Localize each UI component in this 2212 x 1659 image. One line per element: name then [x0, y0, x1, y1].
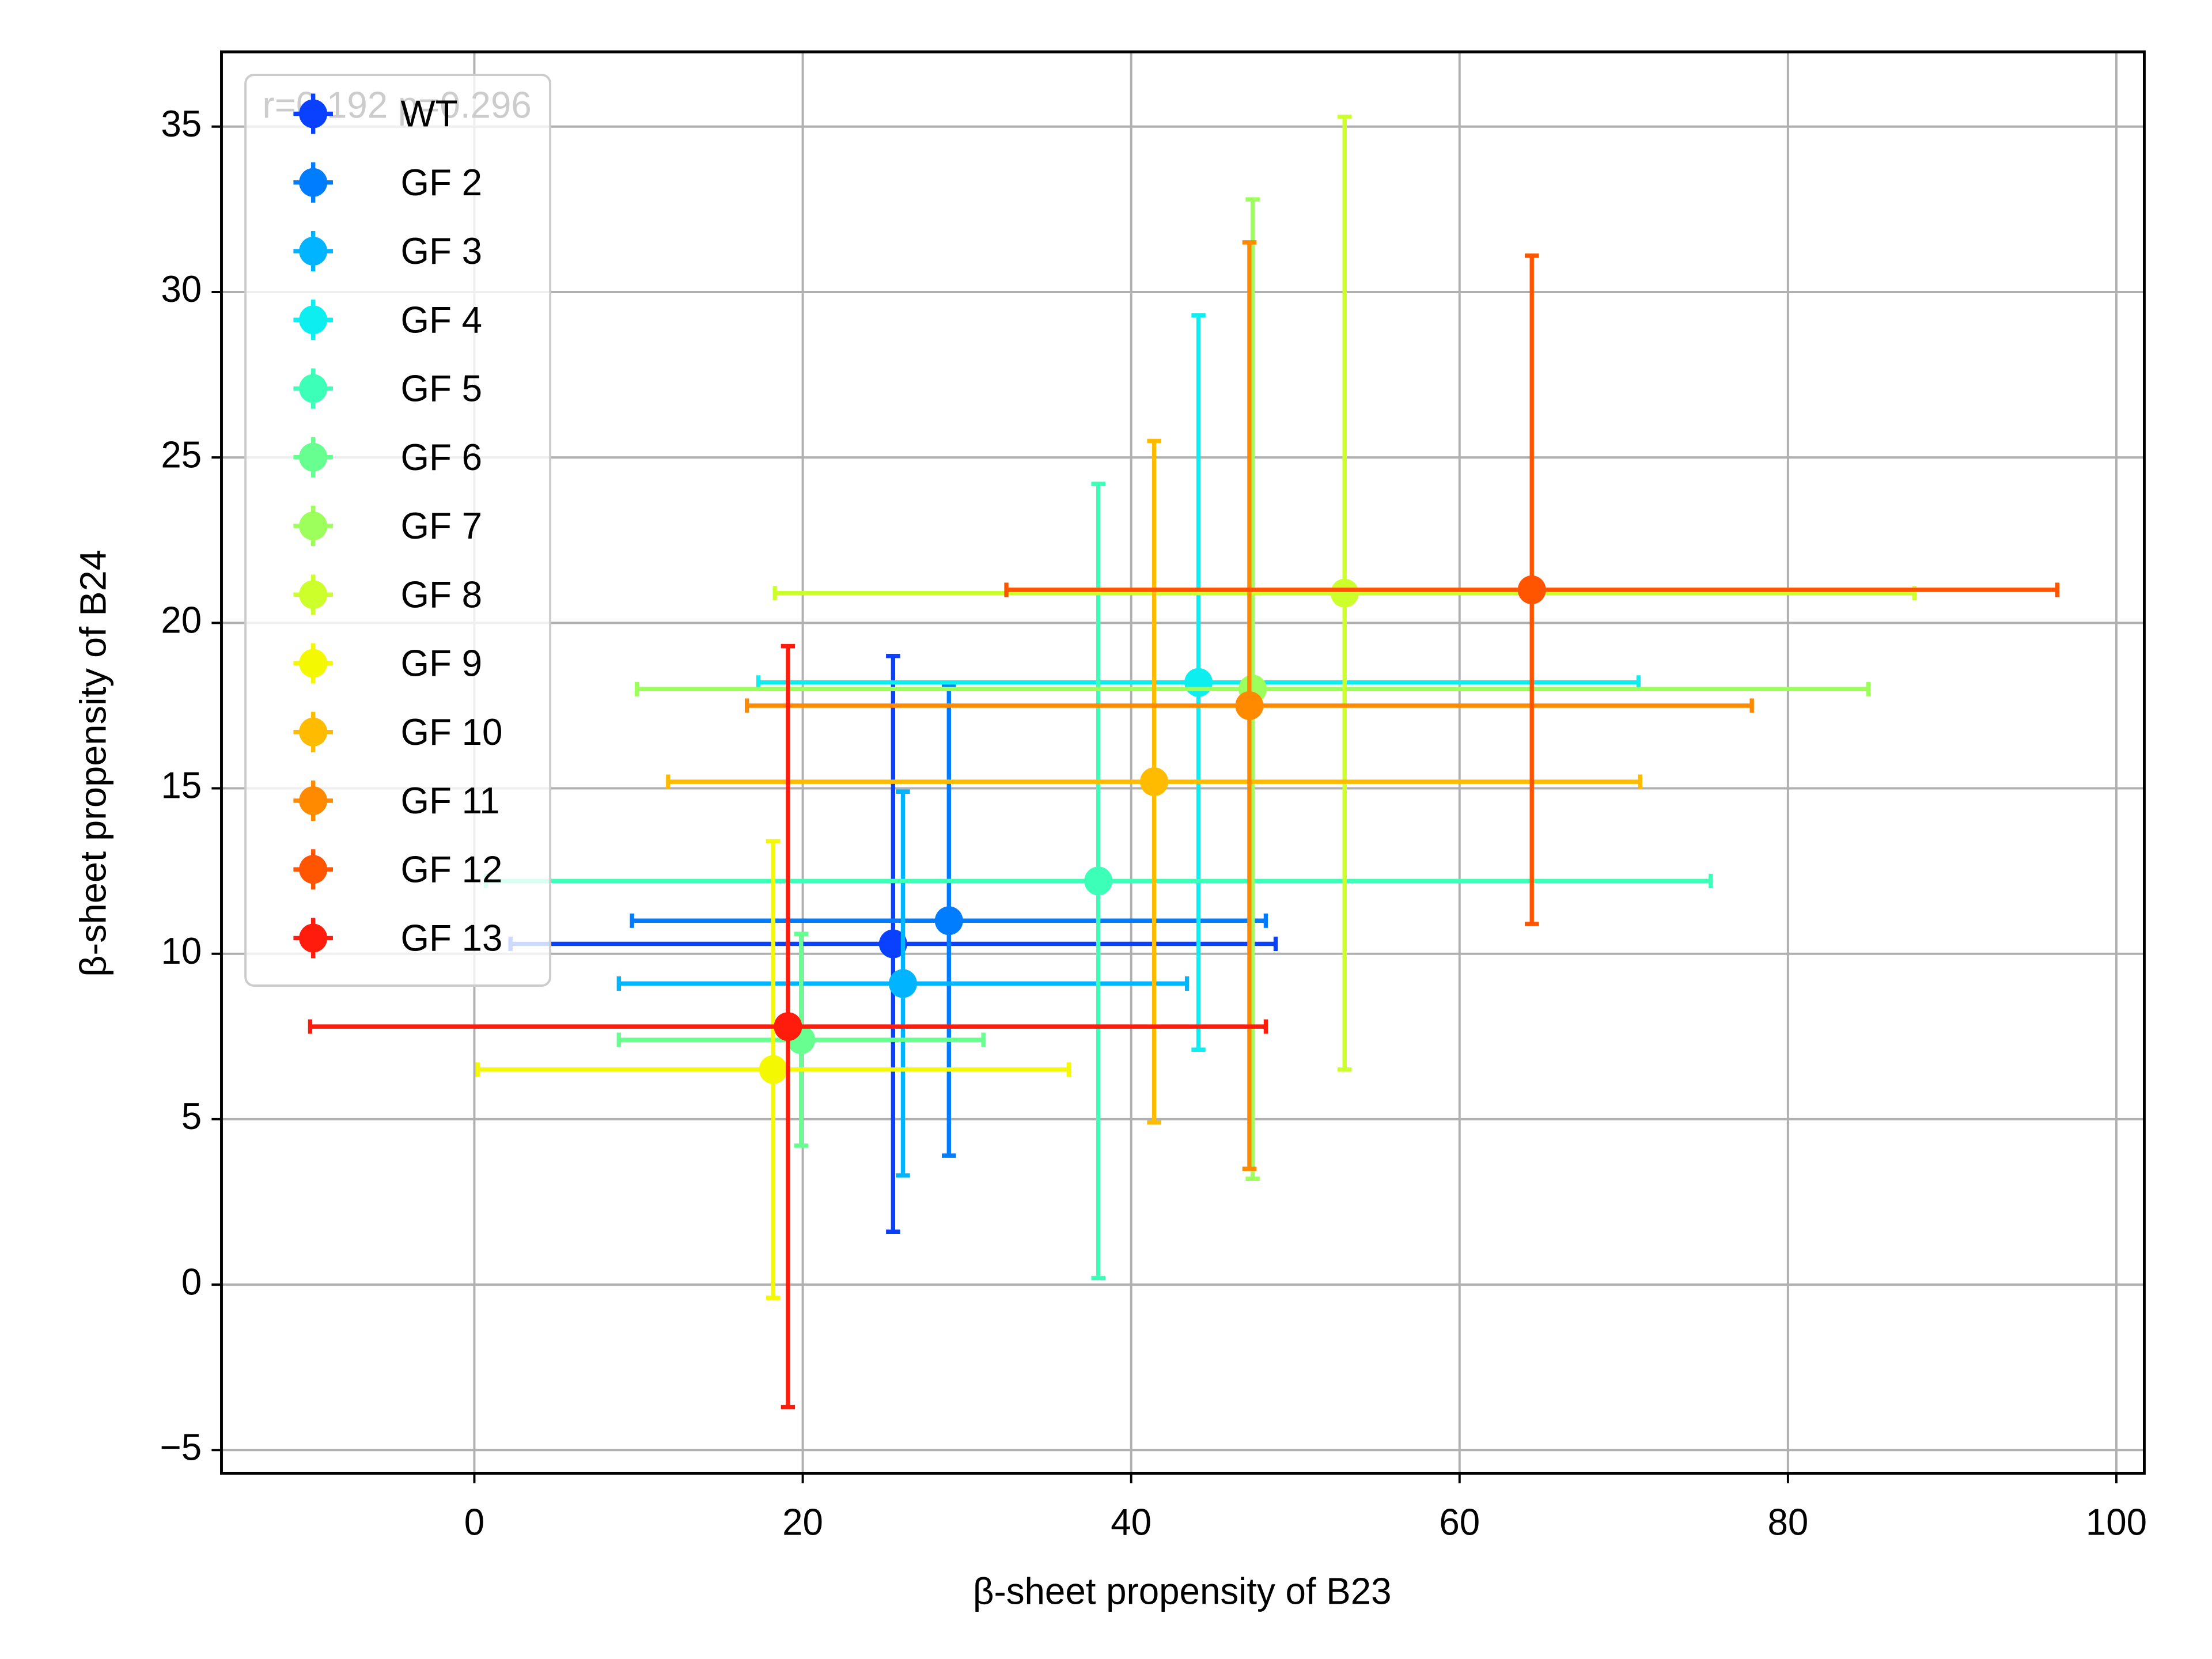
y-tick-label: 30 [161, 268, 202, 310]
point [1140, 767, 1169, 797]
legend-swatch [299, 649, 328, 678]
series [1004, 253, 2060, 926]
legend-swatch [299, 442, 328, 472]
legend-label: GF 5 [401, 368, 483, 410]
point [878, 929, 907, 959]
legend-label: GF 9 [401, 642, 483, 684]
point [1184, 668, 1213, 697]
x-tick-label: 40 [1111, 1501, 1152, 1543]
series [772, 114, 1917, 1072]
plot [308, 114, 2060, 1410]
x-tick-label: 80 [1767, 1501, 1808, 1543]
legend-label: GF 7 [401, 505, 483, 547]
y-tick-label: 15 [161, 764, 202, 806]
legend: WT GF 2 GF 3 GF 4 GF 5 GF 6 GF 7 GF 8 GF 9 GF 10 G… [244, 74, 552, 987]
point [759, 1055, 787, 1084]
point [1235, 691, 1264, 720]
series [744, 240, 1754, 1171]
point [1084, 866, 1113, 896]
legend-swatch [299, 374, 328, 403]
grid [221, 52, 2145, 1474]
y-tick-label: 20 [161, 599, 202, 641]
point [888, 969, 917, 998]
legend-label: GF 3 [401, 230, 483, 272]
legend-swatch [299, 305, 328, 335]
x-tick-label: 100 [2086, 1501, 2147, 1543]
y-tick-label: 0 [181, 1261, 202, 1303]
point [934, 906, 963, 935]
y-tick-label: −5 [160, 1426, 202, 1468]
legend-label: GF 6 [401, 436, 483, 478]
legend-label: GF 4 [401, 299, 483, 341]
legend-swatch [299, 168, 328, 197]
legend-swatch [299, 923, 328, 953]
legend-swatch [299, 580, 328, 609]
legend-swatch [299, 717, 328, 747]
legend-swatch [299, 99, 328, 128]
legend-label: GF 12 [401, 849, 503, 891]
legend-swatch [299, 512, 328, 540]
y-tick-label: 35 [161, 103, 202, 145]
y-axis-label: β-sheet propensity of B24 [73, 550, 113, 977]
series [666, 438, 1643, 1125]
y-tick-label: 5 [181, 1096, 202, 1138]
series [475, 839, 1071, 1300]
series [308, 643, 1268, 1410]
series [630, 683, 1268, 1158]
legend-label: GF 10 [401, 711, 503, 753]
y-tick-label: 25 [161, 434, 202, 476]
legend-label: WT [401, 93, 458, 135]
legend-box [244, 74, 552, 987]
legend-label: GF 13 [401, 917, 503, 959]
legend-label: GF 2 [401, 161, 483, 203]
x-axis-label: β-sheet propensity of B23 [973, 1570, 1392, 1612]
point [774, 1012, 802, 1041]
axes-frame [220, 50, 2146, 1475]
x-tick-label: 60 [1439, 1501, 1480, 1543]
legend-swatch [299, 786, 328, 815]
series [508, 654, 1278, 1234]
y-tick-label: 10 [161, 930, 202, 972]
legend-swatch [299, 237, 328, 266]
x-tick-label: 20 [782, 1501, 823, 1543]
x-tick-label: 0 [464, 1501, 484, 1543]
point [1330, 578, 1359, 608]
legend-swatch [299, 855, 328, 884]
point [1517, 575, 1546, 604]
legend-label: GF 8 [401, 574, 483, 616]
series [616, 789, 1190, 1178]
legend-label: GF 11 [401, 780, 500, 822]
series [616, 931, 986, 1148]
